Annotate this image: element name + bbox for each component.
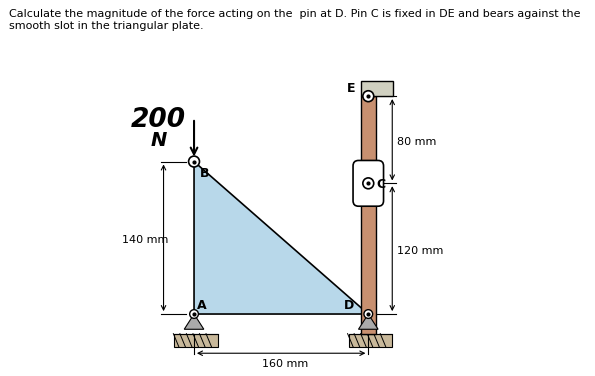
Bar <box>174 334 218 347</box>
Text: 140 mm: 140 mm <box>122 235 168 245</box>
Text: D: D <box>345 299 355 312</box>
Circle shape <box>189 156 199 167</box>
Text: N: N <box>151 131 167 150</box>
Text: 120 mm: 120 mm <box>397 246 443 256</box>
Polygon shape <box>184 314 204 329</box>
Polygon shape <box>359 314 378 329</box>
Text: 200: 200 <box>131 107 186 133</box>
Text: B: B <box>199 167 209 180</box>
Bar <box>349 334 392 347</box>
Circle shape <box>363 178 374 189</box>
Text: A: A <box>198 299 207 312</box>
Circle shape <box>364 310 372 318</box>
Text: 80 mm: 80 mm <box>397 137 436 147</box>
FancyBboxPatch shape <box>353 161 384 206</box>
Polygon shape <box>194 162 368 314</box>
Circle shape <box>363 91 374 102</box>
Text: C: C <box>376 178 385 191</box>
Text: E: E <box>346 82 355 95</box>
Text: 160 mm: 160 mm <box>262 359 308 369</box>
Bar <box>361 96 376 334</box>
Bar <box>361 81 393 96</box>
Circle shape <box>190 310 198 318</box>
Text: Calculate the magnitude of the force acting on the  pin at D. Pin C is fixed in : Calculate the magnitude of the force act… <box>9 9 581 31</box>
